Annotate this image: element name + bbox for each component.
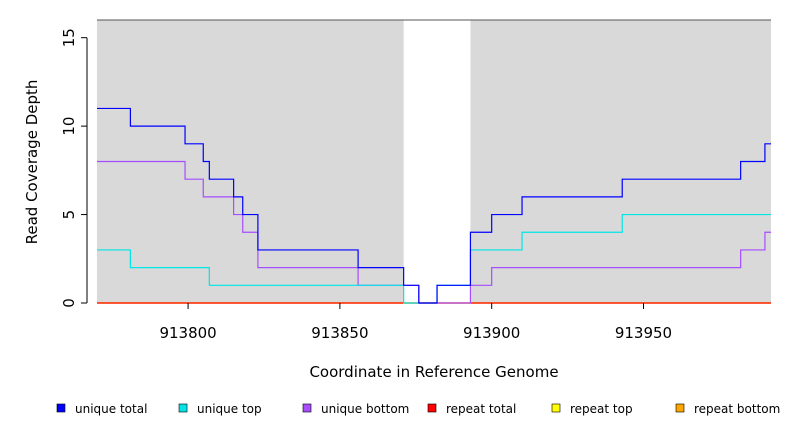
y-axis-title: Read Coverage Depth bbox=[23, 80, 41, 245]
x-tick-label: 913900 bbox=[463, 324, 520, 342]
y-axis: 0 5 10 15 bbox=[60, 28, 88, 308]
legend-swatch bbox=[302, 403, 312, 413]
shaded-region-2 bbox=[470, 20, 771, 303]
y-tick-label: 10 bbox=[60, 117, 78, 136]
shaded-regions bbox=[97, 20, 771, 303]
x-tick-label: 913850 bbox=[311, 324, 368, 342]
legend: unique total unique top unique bottom repea… bbox=[56, 402, 780, 416]
y-tick-label: 0 bbox=[60, 298, 78, 308]
x-tick-label: 913950 bbox=[615, 324, 672, 342]
legend-swatch bbox=[551, 403, 561, 413]
y-tick-label: 5 bbox=[60, 210, 78, 220]
legend-swatch bbox=[56, 403, 66, 413]
x-axis: 913800 913850 913900 913950 bbox=[159, 303, 672, 342]
series-lines bbox=[97, 107, 771, 304]
series-line-unique-bottom bbox=[97, 160, 771, 304]
legend-label: unique top bbox=[197, 402, 262, 416]
x-tick-label: 913800 bbox=[159, 324, 216, 342]
legend-swatch bbox=[675, 403, 685, 413]
x-axis-title: Coordinate in Reference Genome bbox=[309, 363, 558, 381]
series-line-unique-total bbox=[97, 107, 771, 304]
legend-label: unique bottom bbox=[321, 402, 409, 416]
y-tick-label: 15 bbox=[60, 28, 78, 47]
legend-label: repeat top bbox=[570, 402, 633, 416]
legend-swatch bbox=[178, 403, 188, 413]
legend-label: repeat bottom bbox=[694, 402, 780, 416]
legend-swatch bbox=[427, 403, 437, 413]
legend-label: repeat total bbox=[446, 402, 516, 416]
legend-label: unique total bbox=[75, 402, 147, 416]
